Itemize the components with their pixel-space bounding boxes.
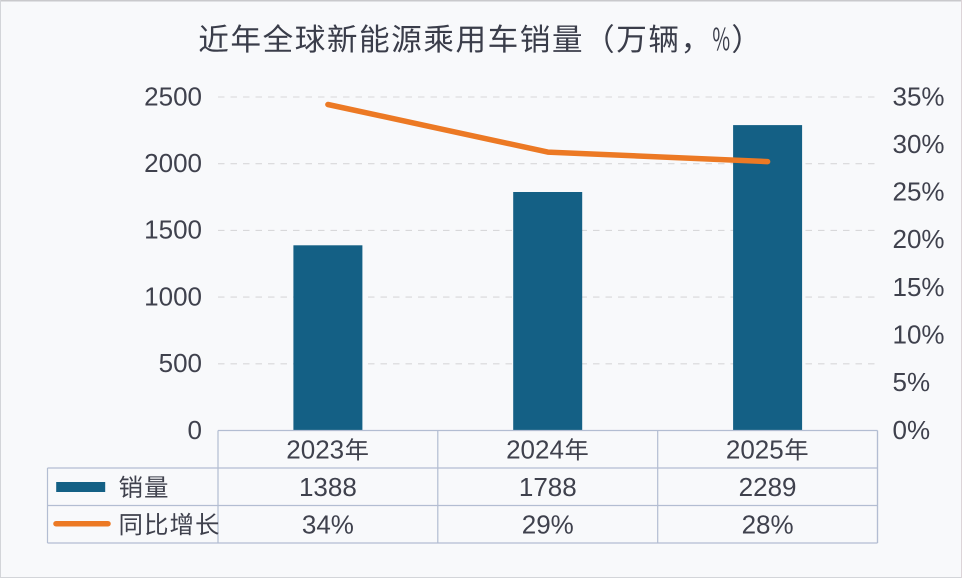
svg-text:2000: 2000 (144, 148, 202, 178)
svg-text:28%: 28% (742, 509, 794, 539)
svg-text:2500: 2500 (144, 81, 202, 111)
svg-text:10%: 10% (893, 320, 945, 350)
svg-text:29%: 29% (522, 509, 574, 539)
svg-text:1788: 1788 (519, 472, 577, 502)
svg-text:25%: 25% (893, 177, 945, 207)
svg-text:500: 500 (159, 348, 202, 378)
svg-text:15%: 15% (893, 272, 945, 302)
svg-text:2024: 2024 (506, 435, 564, 465)
svg-text:1500: 1500 (144, 215, 202, 245)
svg-text:35%: 35% (893, 81, 945, 111)
svg-text:0: 0 (188, 415, 202, 445)
svg-text:30%: 30% (893, 129, 945, 159)
svg-text:20%: 20% (893, 224, 945, 254)
svg-text:2025: 2025 (726, 435, 784, 465)
svg-text:34%: 34% (302, 509, 354, 539)
svg-text:5%: 5% (893, 367, 931, 397)
svg-text:1000: 1000 (144, 281, 202, 311)
svg-text:0%: 0% (893, 415, 931, 445)
svg-text:1388: 1388 (299, 472, 357, 502)
svg-text:2023: 2023 (286, 435, 344, 465)
svg-text:2289: 2289 (739, 472, 797, 502)
